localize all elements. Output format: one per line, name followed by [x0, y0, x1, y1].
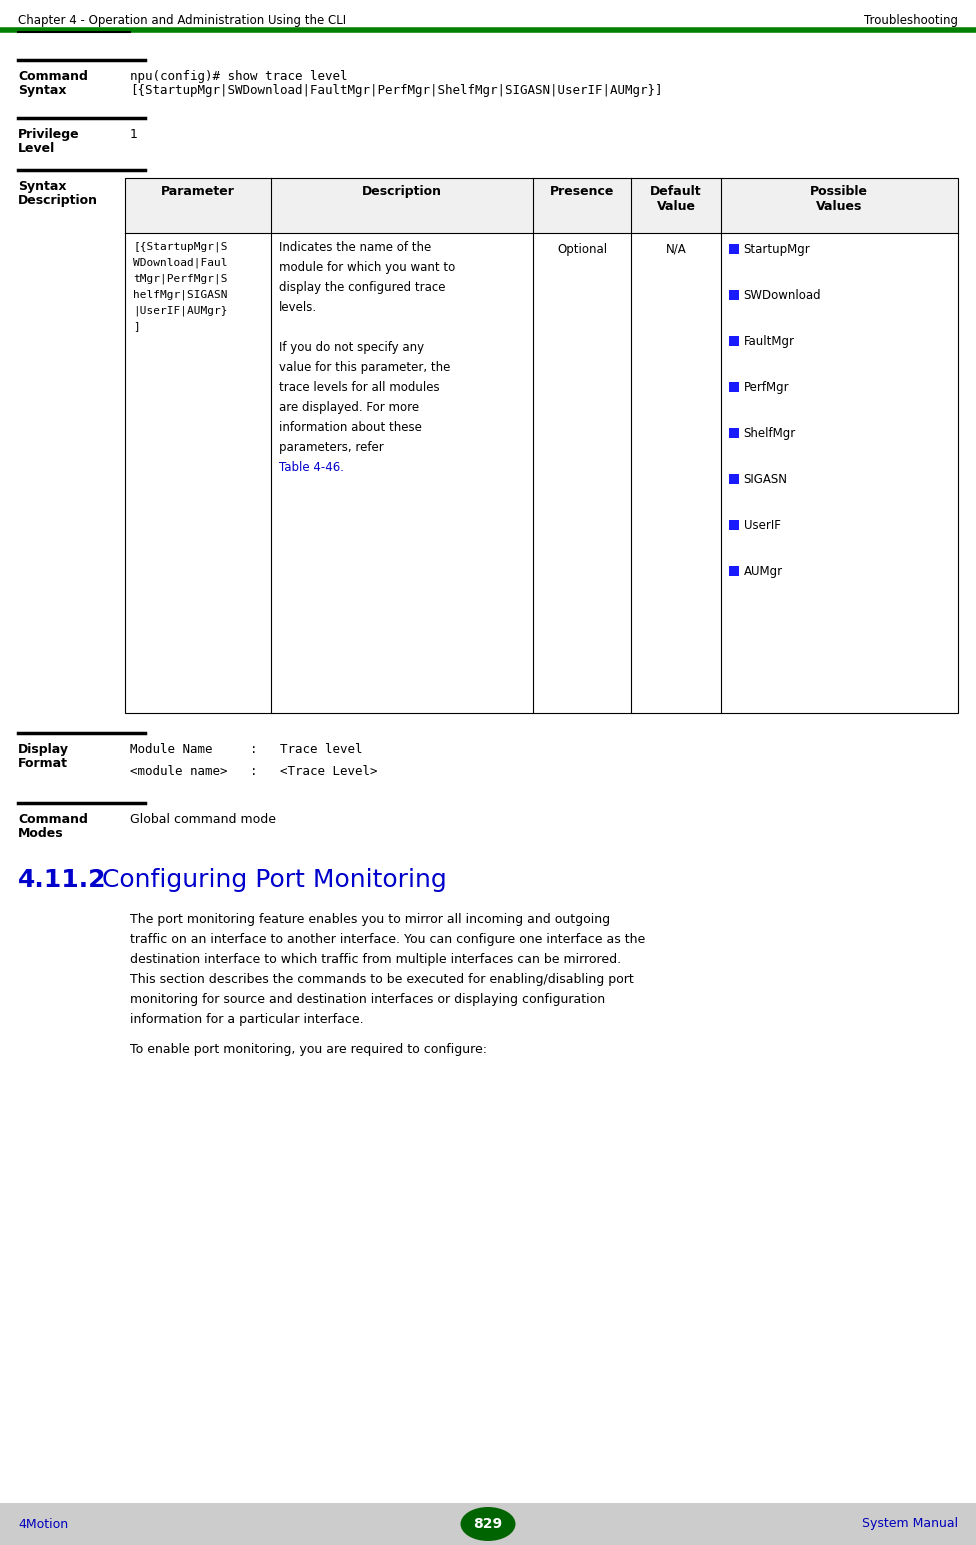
Text: Optional: Optional [557, 243, 607, 256]
Text: [{StartupMgr|SWDownload|FaultMgr|PerfMgr|ShelfMgr|SIGASN|UserIF|AUMgr}]: [{StartupMgr|SWDownload|FaultMgr|PerfMgr… [130, 83, 663, 97]
Text: monitoring for source and destination interfaces or displaying configuration: monitoring for source and destination in… [130, 993, 605, 1006]
Text: N/A: N/A [666, 243, 686, 256]
Text: 1: 1 [130, 128, 138, 141]
Bar [729, 382, 739, 392]
Text: Configuring Port Monitoring: Configuring Port Monitoring [86, 868, 447, 891]
Text: 829: 829 [473, 1517, 503, 1531]
Text: ShelfMgr: ShelfMgr [744, 426, 795, 440]
Text: Presence: Presence [550, 185, 615, 198]
Text: System Manual: System Manual [862, 1517, 958, 1531]
Text: 4Motion: 4Motion [18, 1517, 68, 1531]
Text: traffic on an interface to another interface. You can configure one interface as: traffic on an interface to another inter… [130, 933, 645, 946]
Text: Possible
Values: Possible Values [810, 185, 869, 213]
Bar [0, 1503, 976, 1545]
Text: UserIF: UserIF [744, 519, 781, 531]
Text: SWDownload: SWDownload [744, 289, 821, 301]
Text: Default
Value: Default Value [650, 185, 702, 213]
Ellipse shape [461, 1506, 515, 1540]
Text: Description: Description [18, 195, 98, 207]
Bar [125, 178, 958, 712]
Text: To enable port monitoring, you are required to configure:: To enable port monitoring, you are requi… [130, 1043, 487, 1055]
Text: levels.: levels. [279, 301, 317, 314]
Text: information for a particular interface.: information for a particular interface. [130, 1014, 364, 1026]
Text: 4.11.2: 4.11.2 [18, 868, 106, 891]
Text: Privilege: Privilege [18, 128, 80, 141]
Text: parameters, refer: parameters, refer [279, 440, 384, 454]
Text: Module Name     :   Trace level: Module Name : Trace level [130, 743, 362, 756]
Text: Syntax: Syntax [18, 181, 66, 193]
Text: are displayed. For more: are displayed. For more [279, 402, 419, 414]
Text: module for which you want to: module for which you want to [279, 261, 455, 273]
Bar [729, 290, 739, 300]
Bar [729, 428, 739, 437]
Text: helfMgr|SIGASN: helfMgr|SIGASN [133, 289, 227, 300]
Text: Command: Command [18, 70, 88, 83]
Text: |UserIF|AUMgr}: |UserIF|AUMgr} [133, 304, 227, 315]
Text: Parameter: Parameter [161, 185, 235, 198]
Text: tMgr|PerfMgr|S: tMgr|PerfMgr|S [133, 273, 227, 283]
Bar [729, 335, 739, 346]
Text: [{StartupMgr|S: [{StartupMgr|S [133, 241, 227, 252]
Text: Description: Description [362, 185, 442, 198]
Text: Format: Format [18, 757, 68, 769]
Text: Chapter 4 - Operation and Administration Using the CLI: Chapter 4 - Operation and Administration… [18, 14, 346, 26]
Text: Syntax: Syntax [18, 83, 66, 97]
Text: Display: Display [18, 743, 69, 756]
Text: Indicates the name of the: Indicates the name of the [279, 241, 431, 253]
Text: SIGASN: SIGASN [744, 473, 788, 487]
Text: AUMgr: AUMgr [744, 565, 783, 578]
Bar [729, 521, 739, 530]
Text: value for this parameter, the: value for this parameter, the [279, 362, 450, 374]
Text: Troubleshooting: Troubleshooting [864, 14, 958, 26]
Text: Modes: Modes [18, 827, 63, 840]
Text: If you do not specify any: If you do not specify any [279, 341, 424, 354]
Bar [729, 244, 739, 253]
Text: Command: Command [18, 813, 88, 827]
Text: ]: ] [133, 321, 140, 331]
Text: WDownload|Faul: WDownload|Faul [133, 256, 227, 267]
Bar [729, 565, 739, 576]
Text: PerfMgr: PerfMgr [744, 382, 790, 394]
Text: npu(config)# show trace level: npu(config)# show trace level [130, 70, 347, 83]
Text: FaultMgr: FaultMgr [744, 335, 794, 348]
Text: Level: Level [18, 142, 56, 154]
Text: Table 4-46.: Table 4-46. [279, 460, 344, 474]
Text: trace levels for all modules: trace levels for all modules [279, 382, 439, 394]
Text: <module name>   :   <Trace Level>: <module name> : <Trace Level> [130, 765, 378, 779]
Bar [729, 474, 739, 484]
Text: destination interface to which traffic from multiple interfaces can be mirrored.: destination interface to which traffic f… [130, 953, 621, 966]
Text: This section describes the commands to be executed for enabling/disabling port: This section describes the commands to b… [130, 973, 633, 986]
Text: The port monitoring feature enables you to mirror all incoming and outgoing: The port monitoring feature enables you … [130, 913, 610, 925]
Text: display the configured trace: display the configured trace [279, 281, 445, 294]
Text: StartupMgr: StartupMgr [744, 243, 810, 256]
Text: information about these: information about these [279, 420, 422, 434]
Text: Global command mode: Global command mode [130, 813, 276, 827]
Bar [125, 178, 958, 233]
